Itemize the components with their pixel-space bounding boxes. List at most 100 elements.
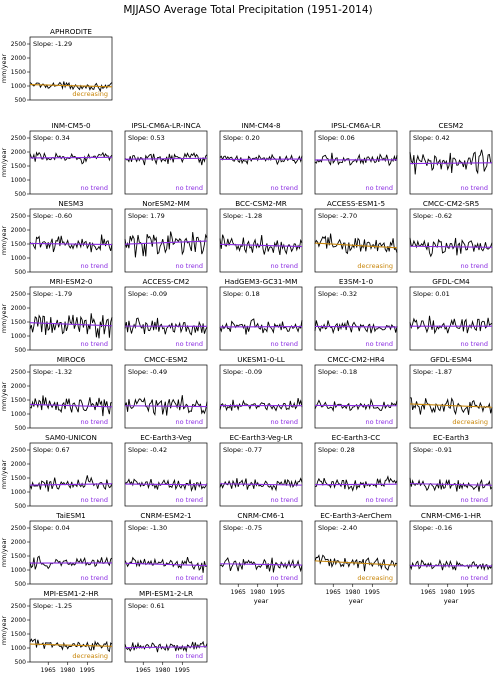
subplot-title: CNRM-CM6-1 xyxy=(237,511,284,520)
subplot-title: GFDL-CM4 xyxy=(432,277,470,286)
subplot-panel: APHRODITE Slope: -1.29 decreasing 500 1000 15… xyxy=(0,27,113,104)
series-line xyxy=(314,554,398,572)
trend-line xyxy=(29,84,113,88)
trend-line xyxy=(29,242,113,246)
slope-label: Slope: -0.60 xyxy=(33,212,72,220)
subplot-panel: MPI-ESM1-2-HR Slope: -1.25 decreasing 500 10… xyxy=(0,589,113,674)
y-tick-label: 1500 xyxy=(11,69,26,76)
series-line xyxy=(314,475,398,492)
subplot-panel: EC-Earth3-Veg Slope: -0.42 no trend xyxy=(124,433,208,507)
y-tick-label: 2000 xyxy=(11,539,26,546)
x-tick-label: 1965 xyxy=(326,589,341,596)
subplot-title: MRI-ESM2-0 xyxy=(50,277,93,286)
series-line xyxy=(29,395,113,417)
subplot-title: TaiESM1 xyxy=(55,511,85,520)
y-tick-label: 1000 xyxy=(11,411,26,418)
trend-line xyxy=(29,403,113,408)
y-tick-label: 1000 xyxy=(11,567,26,574)
y-tick-label: 1000 xyxy=(11,177,26,184)
series-line xyxy=(219,234,303,255)
trend-label: no trend xyxy=(271,574,299,582)
x-tick-label: 1965 xyxy=(231,589,246,596)
subplot-panel: ACCESS-ESM1-5 Slope: -2.70 decreasing xyxy=(314,199,398,273)
subplot-panel: INM-CM4-8 Slope: 0.20 no trend xyxy=(219,121,303,195)
slope-label: Slope: -1.79 xyxy=(33,290,72,298)
subplot-frame xyxy=(29,520,113,585)
trend-label: no trend xyxy=(271,340,299,348)
subplot-frame xyxy=(409,442,493,507)
slope-label: Slope: -1.28 xyxy=(223,212,262,220)
subplot-panel: EC-Earth3-CC Slope: 0.28 no trend xyxy=(314,433,398,507)
y-tick-label: 2500 xyxy=(11,41,26,48)
x-tick-label: 1980 xyxy=(60,667,75,674)
slope-label: Slope: -2.40 xyxy=(318,524,357,532)
y-tick-label: 1000 xyxy=(11,255,26,262)
y-tick-label: 1000 xyxy=(11,333,26,340)
trend-label: no trend xyxy=(366,418,394,426)
subplot-panel: NESM3 Slope: -0.60 no trend 500 1000 1500 2000… xyxy=(0,199,113,276)
trend-line xyxy=(409,162,493,165)
slope-label: Slope: -0.77 xyxy=(223,446,262,454)
subplot-frame xyxy=(29,442,113,507)
subplot-panel: CNRM-CM6-1-HR Slope: -0.16 no trend 1965 198… xyxy=(409,511,493,605)
subplot-panel: E3SM-1-0 Slope: -0.32 no trend xyxy=(314,277,398,351)
slope-label: Slope: -0.49 xyxy=(128,368,167,376)
subplot-frame xyxy=(219,520,303,585)
subplot-frame xyxy=(409,520,493,585)
subplot-title: NorESM2-MM xyxy=(142,199,190,208)
trend-label: no trend xyxy=(461,262,489,270)
trend-label: no trend xyxy=(461,184,489,192)
y-tick-label: 2500 xyxy=(11,525,26,532)
x-tick-label: 1995 xyxy=(175,667,190,674)
subplot-panel: IPSL-CM6A-LR Slope: 0.06 no trend xyxy=(314,121,398,195)
trend-line xyxy=(409,483,493,486)
subplot-panel: MRI-ESM2-0 Slope: -1.79 no trend 500 1000 150… xyxy=(0,277,113,354)
subplot-frame xyxy=(124,130,208,195)
x-tick-label: 1995 xyxy=(270,589,285,596)
slope-label: Slope: -1.25 xyxy=(33,602,72,610)
subplot-panel: UKESM1-0-LL Slope: -0.09 no trend xyxy=(219,355,303,429)
trend-line xyxy=(29,322,113,327)
series-line xyxy=(219,398,303,412)
trend-line xyxy=(124,240,208,245)
slope-label: Slope: 0.04 xyxy=(33,524,70,532)
subplot-title: UKESM1-0-LL xyxy=(237,355,285,364)
trend-line xyxy=(219,563,303,566)
y-tick-label: 500 xyxy=(15,581,27,588)
subplot-title: HadGEM3-GC31-MM xyxy=(225,277,298,286)
trend-label: decreasing xyxy=(357,262,393,270)
x-tick-label: 1980 xyxy=(155,667,170,674)
y-tick-label: 2500 xyxy=(11,369,26,376)
slope-label: Slope: 0.20 xyxy=(223,134,260,142)
series-line xyxy=(29,234,113,253)
subplot-panel: CMCC-CM2-HR4 Slope: -0.18 no trend xyxy=(314,355,398,429)
trend-label: no trend xyxy=(271,418,299,426)
slope-label: Slope: -1.30 xyxy=(128,524,167,532)
trend-line xyxy=(409,245,493,248)
series-line xyxy=(219,477,303,492)
subplot-frame xyxy=(124,442,208,507)
subplot-frame xyxy=(29,130,113,195)
subplot-frame xyxy=(314,520,398,585)
subplot-panel: MPI-ESM1-2-LR Slope: 0.61 no trend 1965 1980… xyxy=(124,589,208,674)
trend-label: no trend xyxy=(271,496,299,504)
subplot-frame xyxy=(124,520,208,585)
subplot-title: CESM2 xyxy=(439,121,464,130)
subplot-panel: CNRM-CM6-1 Slope: -0.75 no trend 1965 1980 19… xyxy=(219,511,303,605)
subplot-title: MPI-ESM1-2-LR xyxy=(139,589,193,598)
y-tick-label: 1500 xyxy=(11,475,26,482)
subplot-panel: NorESM2-MM Slope: 1.79 no trend xyxy=(124,199,208,273)
subplot-frame xyxy=(219,130,303,195)
subplot-panel: TaiESM1 Slope: 0.04 no trend 500 1000 1500 200… xyxy=(0,511,113,588)
y-axis-label: mm/year xyxy=(0,459,8,489)
trend-label: no trend xyxy=(366,496,394,504)
subplot-panel: CMCC-CM2-SR5 Slope: -0.62 no trend xyxy=(409,199,493,273)
subplot-frame xyxy=(314,286,398,351)
y-tick-label: 1000 xyxy=(11,489,26,496)
trend-line xyxy=(124,405,208,408)
subplot-title: EC-Earth3-Veg-LR xyxy=(229,433,292,442)
slope-label: Slope: -0.62 xyxy=(413,212,452,220)
subplot-title: BCC-CSM2-MR xyxy=(235,199,287,208)
y-tick-label: 2000 xyxy=(11,227,26,234)
trend-label: no trend xyxy=(461,340,489,348)
